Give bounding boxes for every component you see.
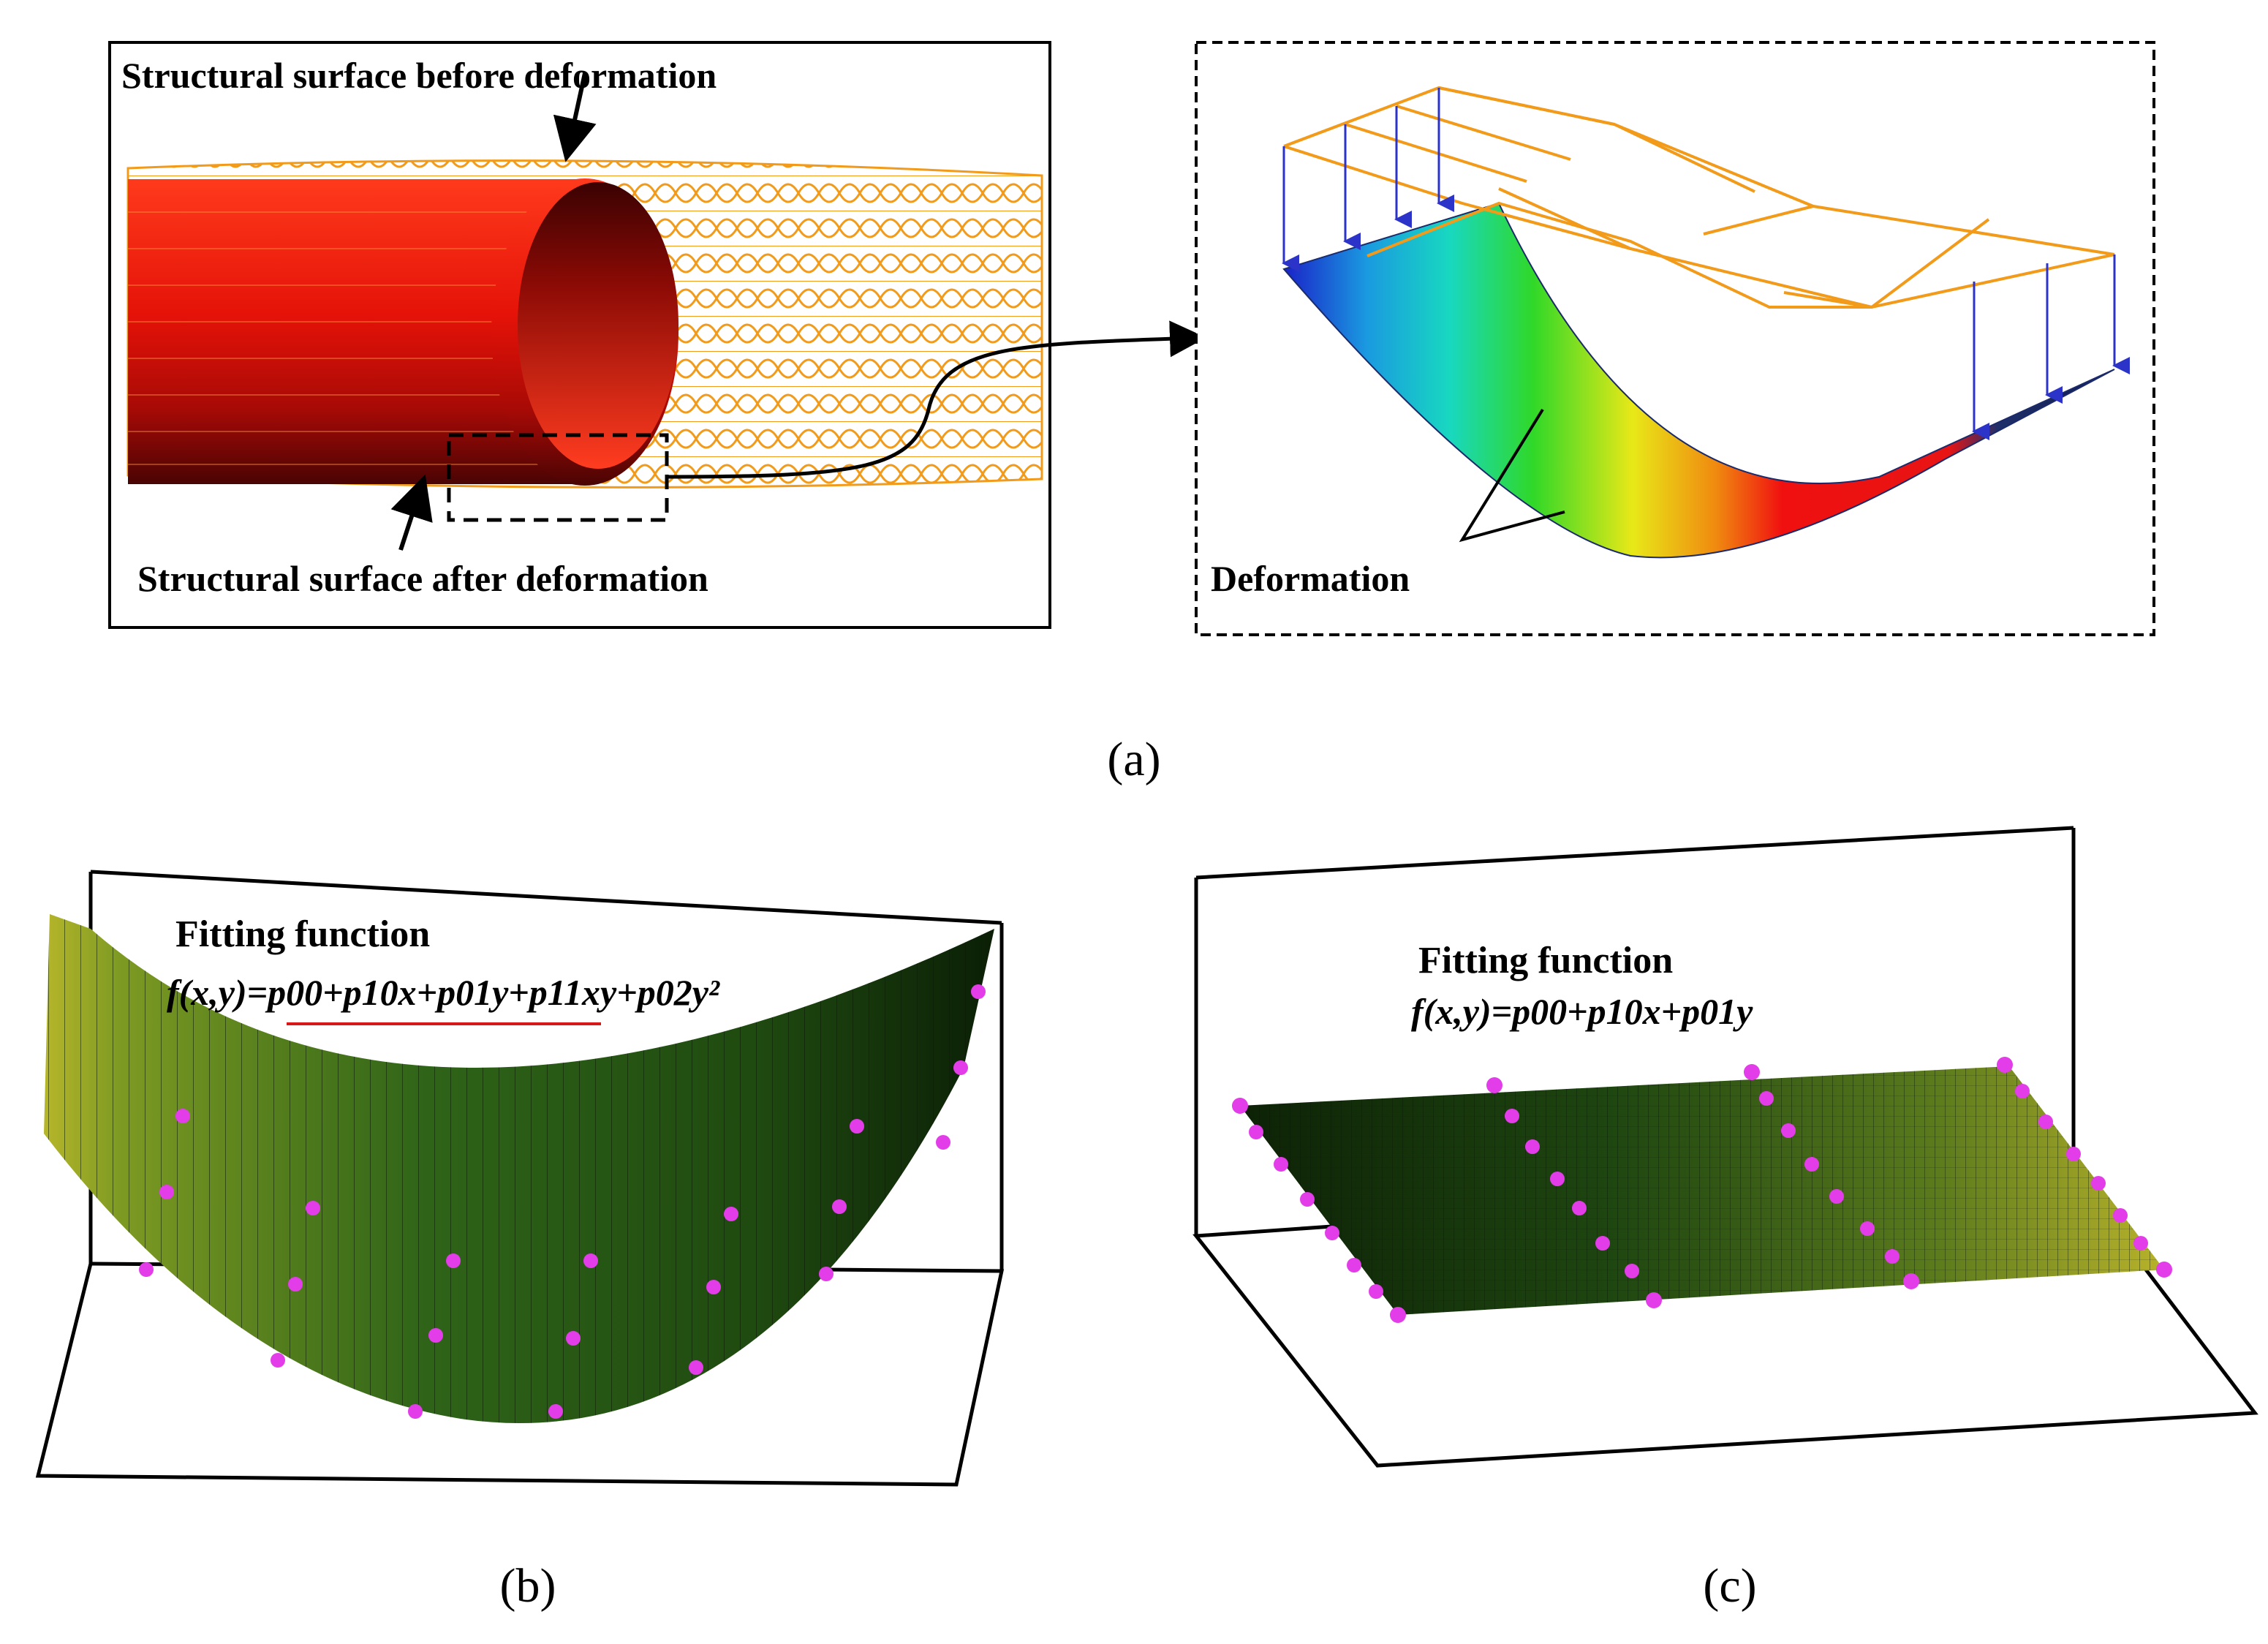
formula-b: f(x,y)=p00+p10x+p01y+p11xy+p02y² [167, 972, 720, 1013]
panel-a-left: Structural surface before deformation St… [108, 41, 1051, 629]
surface-c-grid [1240, 1066, 2164, 1315]
panel-b: Fitting function f(x,y)=p00+p10x+p01y+p1… [35, 870, 1005, 1487]
title-c: Fitting function [1418, 940, 1673, 981]
deformed-surface [1282, 202, 2115, 559]
data-points-b [139, 984, 986, 1419]
formula-c: f(x,y)=p00+p10x+p01y [1411, 991, 1753, 1032]
panel-c: Fitting function f(x,y)=p00+p10x+p01y [1192, 826, 2258, 1468]
label-before: Structural surface before deformation [121, 55, 717, 96]
solid-tube [128, 179, 585, 484]
caption-a: (a) [1107, 733, 1160, 786]
tube-inner-opening [518, 182, 678, 469]
title-b: Fitting function [175, 913, 430, 955]
caption-b: (b) [500, 1559, 556, 1613]
surface-b-grid [44, 914, 994, 1423]
data-points-c [1232, 1057, 2172, 1323]
before-arrow [553, 72, 597, 162]
label-after: Structural surface after deformation [137, 558, 708, 599]
displacement-arrows [1282, 88, 2130, 440]
caption-c: (c) [1703, 1559, 1756, 1613]
label-deformation: Deformation [1211, 558, 1410, 599]
connector-arrow [666, 320, 1206, 479]
undeformed-frame [1283, 86, 2115, 309]
panel-a-right: Deformation [1195, 41, 2155, 636]
after-arrow [390, 474, 433, 551]
deformation-pointer [1459, 408, 1565, 543]
